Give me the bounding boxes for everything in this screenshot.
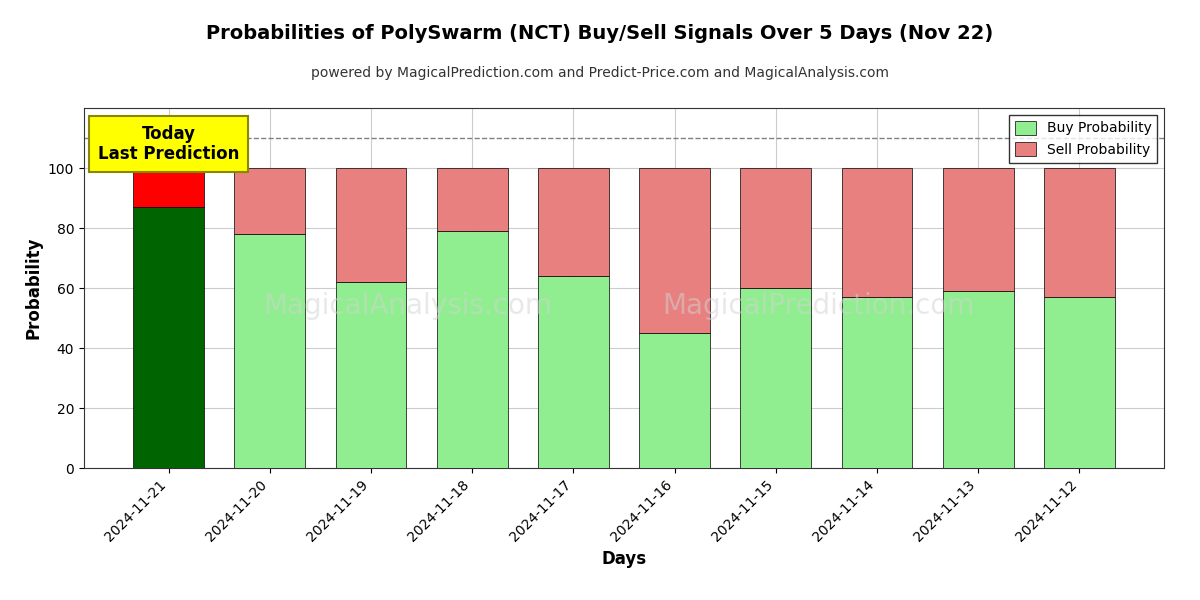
Bar [133,207,204,468]
Bar [234,234,305,468]
Bar [437,168,508,231]
Bar [133,168,204,207]
Bar [336,168,407,282]
Text: Probabilities of PolySwarm (NCT) Buy/Sell Signals Over 5 Days (Nov 22): Probabilities of PolySwarm (NCT) Buy/Sel… [206,24,994,43]
Bar [740,168,811,288]
Bar [1044,297,1115,468]
Bar [943,168,1014,291]
Bar [841,297,912,468]
Bar [640,168,710,333]
Bar [943,291,1014,468]
X-axis label: Days: Days [601,550,647,568]
Bar [740,288,811,468]
Bar [841,168,912,297]
Text: MagicalPrediction.com: MagicalPrediction.com [662,292,974,320]
Y-axis label: Probability: Probability [24,237,42,339]
Bar [336,282,407,468]
Legend: Buy Probability, Sell Probability: Buy Probability, Sell Probability [1009,115,1157,163]
Text: MagicalAnalysis.com: MagicalAnalysis.com [264,292,552,320]
Bar [437,231,508,468]
Bar [640,333,710,468]
Bar [234,168,305,234]
Text: Today
Last Prediction: Today Last Prediction [98,125,239,163]
Text: powered by MagicalPrediction.com and Predict-Price.com and MagicalAnalysis.com: powered by MagicalPrediction.com and Pre… [311,66,889,80]
Bar [538,276,608,468]
Bar [538,168,608,276]
Bar [1044,168,1115,297]
